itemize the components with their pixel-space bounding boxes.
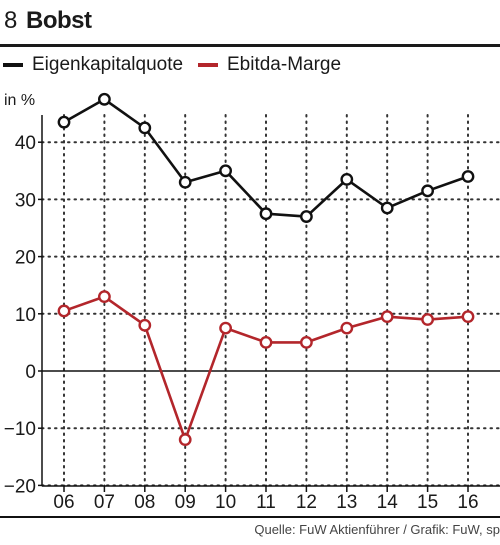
- point-ebitda-marge-16: [461, 310, 475, 324]
- y-tick-label-2: 20: [15, 248, 36, 269]
- point-eigenkapitalquote-07: [98, 92, 111, 106]
- x-tick-label-07: 07: [94, 492, 115, 513]
- x-tick-label-15: 15: [417, 492, 438, 513]
- point-eigenkapitalquote-13: [340, 172, 354, 186]
- legend-item-ebitda-marge: Ebitda-Marge: [198, 54, 341, 76]
- legend: Eigenkapitalquote Ebitda-Marge: [0, 54, 500, 84]
- chart-number: 8: [4, 7, 18, 34]
- point-eigenkapitalquote-16: [461, 170, 475, 183]
- point-eigenkapitalquote-08: [138, 121, 152, 135]
- point-eigenkapitalquote-06: [57, 115, 71, 129]
- x-tick-label-16: 16: [457, 492, 478, 513]
- x-tick-label-09: 09: [175, 492, 196, 513]
- point-eigenkapitalquote-15: [421, 184, 434, 198]
- point-ebitda-marge-09: [178, 433, 192, 447]
- point-ebitda-marge-10: [219, 321, 233, 335]
- y-tick-label-1: 30: [15, 190, 36, 211]
- chart-header: 8 Bobst: [0, 0, 500, 46]
- point-ebitda-marge-06: [57, 304, 71, 318]
- y-tick-label-6: −20: [4, 476, 36, 497]
- source-note: Quelle: FuW Aktienführer / Grafik: FuW, …: [254, 522, 500, 537]
- x-tick-label-13: 13: [336, 492, 357, 513]
- point-ebitda-marge-14: [380, 310, 394, 324]
- point-eigenkapitalquote-11: [259, 207, 273, 221]
- point-ebitda-marge-11: [259, 335, 273, 349]
- chart-title: Bobst: [26, 7, 92, 34]
- legend-label-ebitda-marge: Ebitda-Marge: [227, 54, 342, 75]
- legend-swatch-eigenkapitalquote: [3, 63, 23, 67]
- point-eigenkapitalquote-14: [380, 201, 394, 215]
- legend-swatch-ebitda-marge: [198, 63, 218, 67]
- x-tick-label-10: 10: [215, 492, 236, 513]
- x-tick-label-08: 08: [134, 492, 155, 513]
- point-ebitda-marge-12: [299, 335, 313, 349]
- y-tick-label-4: 0: [25, 362, 36, 383]
- legend-label-eigenkapitalquote: Eigenkapitalquote: [32, 54, 184, 75]
- header-rule: [0, 44, 500, 47]
- y-tick-label-3: 10: [15, 305, 36, 326]
- point-eigenkapitalquote-09: [178, 175, 192, 189]
- y-tick-label-0: 40: [15, 133, 36, 154]
- x-tick-label-12: 12: [296, 492, 317, 513]
- point-eigenkapitalquote-10: [219, 164, 233, 178]
- point-ebitda-marge-13: [340, 321, 354, 335]
- unit-label: in %: [4, 92, 36, 109]
- x-tick-label-14: 14: [377, 492, 399, 513]
- x-tick-label-06: 06: [53, 492, 74, 513]
- legend-item-eigenkapitalquote: Eigenkapitalquote: [3, 54, 183, 76]
- point-ebitda-marge-07: [98, 290, 111, 304]
- x-tick-label-11: 11: [256, 492, 276, 513]
- point-ebitda-marge-08: [138, 318, 152, 332]
- y-tick-label-5: −10: [4, 419, 36, 440]
- point-eigenkapitalquote-12: [299, 210, 313, 223]
- point-ebitda-marge-15: [421, 313, 434, 326]
